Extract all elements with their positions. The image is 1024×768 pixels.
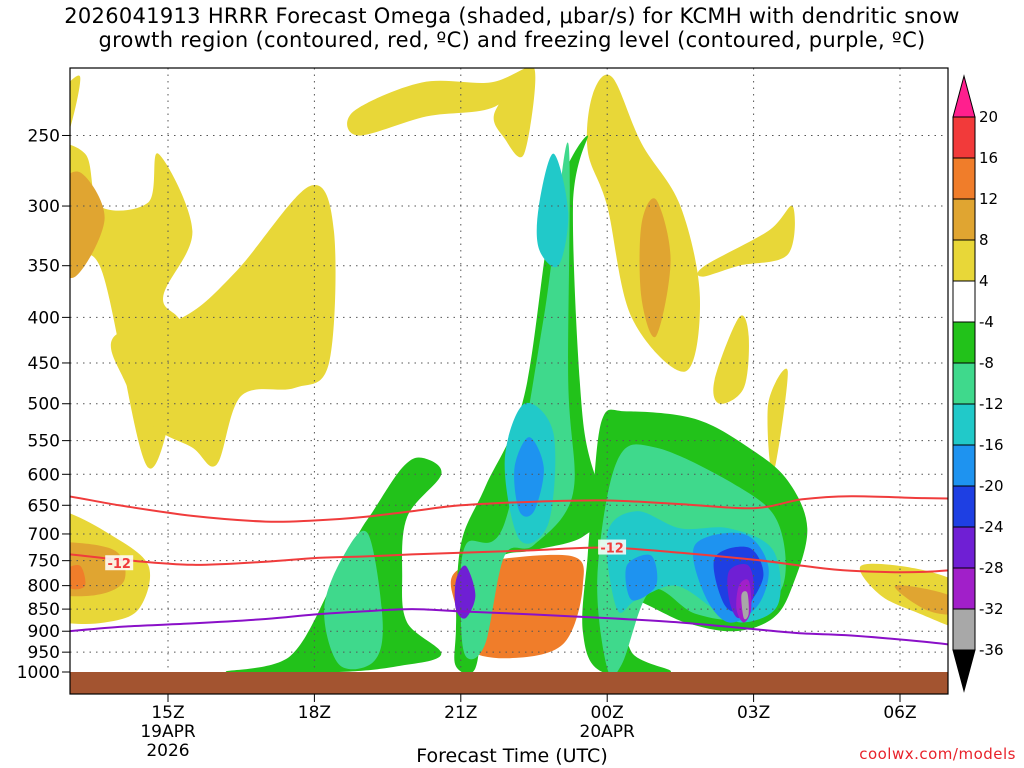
x-tick-year-0: 2026 [146, 741, 189, 761]
x-axis-label: Forecast Time (UTC) [416, 745, 608, 767]
colorbar-top-arrow [952, 74, 976, 118]
x-tick-date-3: 20APR [580, 722, 636, 742]
plot-frame [69, 67, 949, 695]
contour-lines: -12 -12 [70, 495, 948, 646]
omega-region-22 [324, 530, 383, 670]
colorbar-swatch-11 [952, 526, 976, 569]
chart-title-line1: 2026041913 HRRR Forecast Omega (shaded, … [64, 4, 960, 28]
x-tick-date-0: 19APR [140, 722, 196, 742]
omega-region-28 [514, 437, 544, 517]
dgz-label-bg-1 [598, 539, 627, 555]
y-tick-label-700: 700 [28, 525, 60, 545]
dgz-contour-label: -12 [600, 542, 624, 557]
omega-region-8 [713, 315, 749, 404]
omega-region-29 [625, 554, 658, 601]
source-credit: coolwx.com/models [859, 745, 1016, 763]
colorbar-swatch-1 [952, 116, 976, 159]
y-tick-label-650: 650 [28, 496, 60, 516]
chart-title-line2: growth region (contoured, red, ºC) and f… [98, 28, 926, 52]
y-tick-label-550: 550 [28, 432, 60, 452]
x-tick-label-21Z: 21Z [444, 703, 477, 723]
colorbar-swatch-8 [952, 403, 976, 446]
dgz-lower-contour [70, 546, 948, 574]
y-tick-label-500: 500 [28, 395, 60, 415]
y-tick-label-250: 250 [28, 126, 60, 146]
dgz-label-bg-0 [105, 555, 134, 571]
colorbar-swatch-13 [952, 608, 976, 651]
y-tick-label-750: 750 [28, 552, 60, 572]
y-tick-label-850: 850 [28, 600, 60, 620]
y-tick-label-800: 800 [28, 577, 60, 597]
colorbar-label-20: 20 [979, 108, 998, 126]
omega-region-0 [70, 75, 81, 129]
omega-region-5 [493, 68, 536, 158]
omega-shading [70, 68, 948, 672]
colorbar: 20 16 12 8 4 -4 -8 -12 -16 -20 -24 -28 -32 -36 [952, 74, 1004, 693]
omega-region-14 [894, 585, 948, 615]
colorbar-swatch-10 [952, 485, 976, 528]
colorbar-label-8: 8 [979, 231, 989, 249]
colorbar-label-16: 16 [979, 149, 998, 167]
colorbar-label--24: -24 [979, 518, 1004, 536]
colorbar-swatch-9 [952, 444, 976, 487]
colorbar-swatch-7 [952, 362, 976, 405]
y-axis-ticks: 2503003504004505005506006507007508008509… [17, 126, 70, 683]
omega-region-3 [110, 184, 336, 467]
y-tick-label-450: 450 [28, 354, 60, 374]
x-tick-label-00Z: 00Z [591, 703, 624, 723]
colorbar-label--4: -4 [979, 313, 994, 331]
colorbar-label--8: -8 [979, 354, 994, 372]
colorbar-label-4: 4 [979, 272, 989, 290]
colorbar-swatch-5 [952, 280, 976, 323]
omega-region-7 [697, 205, 795, 277]
colorbar-swatch-12 [952, 567, 976, 610]
omega-region-11 [70, 171, 105, 278]
y-tick-label-400: 400 [28, 308, 60, 328]
omega-region-25 [536, 153, 569, 268]
omega-region-15 [70, 565, 86, 590]
colorbar-label--12: -12 [979, 395, 1004, 413]
x-tick-label-03Z: 03Z [737, 703, 770, 723]
x-tick-label-15Z: 15Z [151, 703, 184, 723]
omega-region-23 [460, 142, 575, 660]
colorbar-swatch-3 [952, 198, 976, 241]
omega-region-35 [741, 591, 749, 620]
colorbar-swatch-6 [952, 321, 976, 364]
colorbar-label--20: -20 [979, 477, 1004, 495]
colorbar-swatch-4 [952, 239, 976, 282]
omega-region-4 [347, 68, 530, 136]
omega-region-32 [454, 565, 476, 619]
x-tick-label-18Z: 18Z [298, 703, 331, 723]
colorbar-label--16: -16 [979, 436, 1004, 454]
x-tick-label-06Z: 06Z [883, 703, 916, 723]
dgz-upper-contour [70, 495, 948, 523]
ground-terrain [70, 672, 948, 694]
omega-region-18 [225, 457, 442, 672]
y-tick-label-900: 900 [28, 622, 60, 642]
y-tick-label-1000: 1000 [17, 663, 60, 683]
chart-title: 2026041913 HRRR Forecast Omega (shaded, … [0, 4, 1024, 52]
colorbar-bottom-arrow [952, 649, 976, 693]
y-tick-label-300: 300 [28, 197, 60, 217]
dgz-contour-label: -12 [107, 557, 131, 572]
colorbar-label-12: 12 [979, 190, 998, 208]
freezing-level-contour [70, 608, 948, 646]
colorbar-label--28: -28 [979, 559, 1004, 577]
omega-region-9 [767, 368, 788, 475]
colorbar-label--32: -32 [979, 600, 1004, 618]
omega-region-13 [639, 198, 671, 338]
y-tick-label-350: 350 [28, 257, 60, 277]
y-tick-label-950: 950 [28, 643, 60, 663]
colorbar-swatch-2 [952, 157, 976, 200]
colorbar-label--36: -36 [979, 641, 1004, 659]
y-tick-label-600: 600 [28, 465, 60, 485]
